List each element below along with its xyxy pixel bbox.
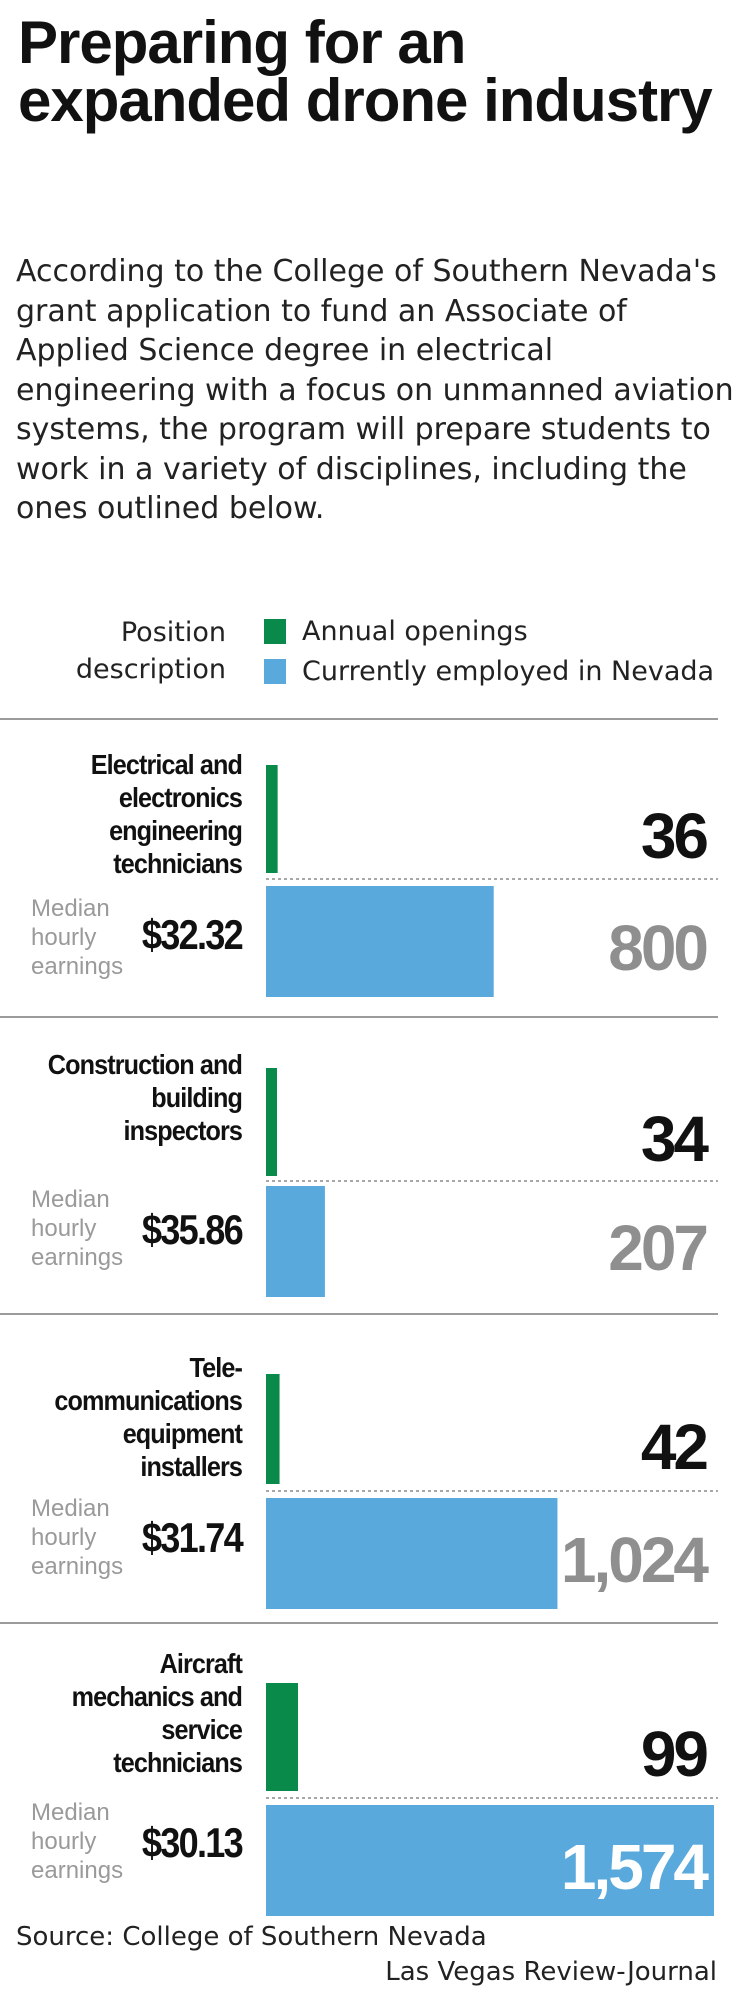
median-earnings-value: $30.13: [141, 1819, 244, 1866]
legend-annual-swatch: [264, 618, 286, 644]
annual-openings-value: 42: [641, 1411, 708, 1483]
annual-openings-bar: [266, 1374, 280, 1484]
legend-annual: Annual openings: [264, 614, 528, 648]
credit-line: Las Vegas Review-Journal: [385, 1957, 717, 1987]
intro-text: According to the College of Southern Nev…: [16, 254, 734, 526]
median-earnings-caption: Median hourly earnings: [31, 1495, 124, 1580]
employed-value: 800: [608, 912, 706, 984]
category-label: Construction and building inspectors: [47, 1049, 243, 1146]
median-earnings-caption: Median hourly earnings: [31, 1799, 124, 1884]
employed-bar: [266, 886, 494, 997]
legend-position-header: Position description: [75, 617, 226, 685]
legend-employed-swatch: [264, 658, 286, 684]
category-label: Aircraft mechanics and service technicia…: [71, 1648, 243, 1778]
divider: [0, 1313, 718, 1315]
median-earnings-value: $32.32: [141, 911, 244, 958]
legend-annual-label: Annual openings: [302, 615, 528, 647]
divider: [0, 718, 718, 720]
divider: [0, 1016, 718, 1018]
annual-openings-value: 99: [641, 1718, 708, 1790]
employed-value: 1,024: [561, 1524, 710, 1596]
annual-openings-value: 34: [641, 1103, 710, 1175]
median-earnings-caption: Median hourly earnings: [31, 1186, 124, 1271]
annual-openings-bar: [266, 1068, 277, 1176]
median-earnings-value: $31.74: [141, 1514, 244, 1561]
employed-value: 1,574: [561, 1831, 710, 1903]
category-label: Electrical and electronics engineering t…: [90, 749, 243, 879]
annual-openings-bar: [266, 765, 278, 873]
employed-bar: [266, 1805, 714, 1916]
employed-bar: [266, 1498, 558, 1609]
median-earnings-value: $35.86: [141, 1206, 244, 1253]
divider: [0, 1622, 718, 1624]
employed-bar: [266, 1186, 325, 1297]
source-note: Source: College of Southern Nevada: [16, 1922, 487, 1952]
legend-employed: Currently employed in Nevada: [264, 654, 714, 688]
category-label: Tele-communications equipment installers: [54, 1352, 243, 1482]
employed-value: 207: [608, 1212, 706, 1284]
page-title: Preparing for an expanded drone industry: [18, 9, 713, 134]
median-earnings-caption: Median hourly earnings: [31, 895, 124, 980]
legend-employed-label: Currently employed in Nevada: [302, 655, 715, 687]
annual-openings-value: 36: [641, 800, 708, 872]
annual-openings-bar: [266, 1683, 298, 1791]
